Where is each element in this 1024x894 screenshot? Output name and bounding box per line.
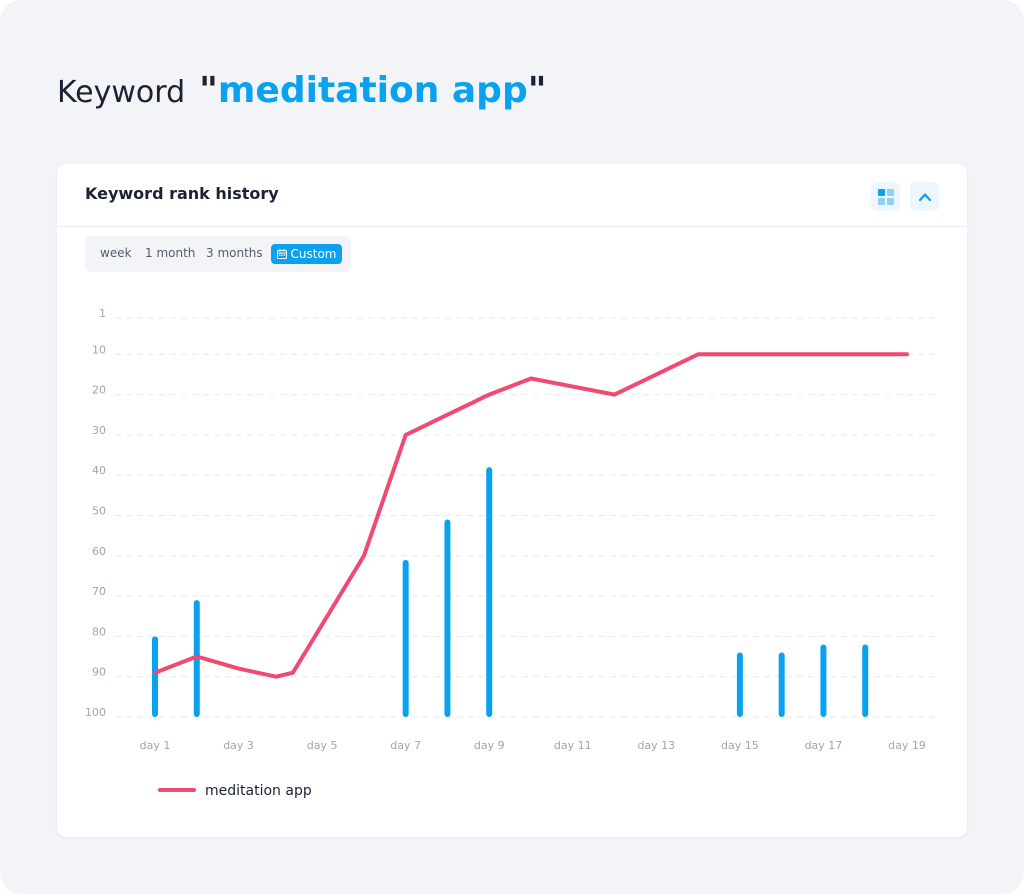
y-tick-label: 1: [99, 307, 106, 320]
heading-keyword: "meditation app": [199, 70, 546, 111]
range-3-months[interactable]: 3 months: [206, 246, 263, 260]
chevron-up-icon: [918, 192, 931, 201]
calendar-icon: [276, 249, 287, 259]
rank-bar: [820, 644, 827, 717]
close-quote: ": [527, 70, 547, 111]
rank-bar: [152, 636, 158, 717]
open-quote: ": [199, 70, 218, 111]
range-custom-label: Custom: [290, 247, 337, 261]
x-tick-label: day 13: [637, 739, 675, 752]
x-tick-label: day 9: [474, 739, 505, 752]
y-tick-label: 90: [92, 666, 106, 679]
keyword-term: meditation app: [217, 70, 528, 111]
date-range-selector: week 1 month 3 months Custom: [85, 236, 351, 272]
y-tick-label: 40: [92, 464, 106, 477]
x-tick-label: day 1: [140, 739, 171, 752]
y-tick-label: 60: [92, 545, 106, 558]
rank-bar: [444, 519, 451, 717]
collapse-button[interactable]: [910, 182, 939, 211]
y-tick-label: 70: [92, 585, 106, 598]
x-tick-label: day 3: [223, 739, 254, 752]
grid-view-button[interactable]: [871, 182, 900, 211]
y-tick-label: 50: [92, 504, 106, 517]
x-tick-label: day 7: [390, 739, 421, 752]
x-tick-label: day 15: [721, 739, 759, 752]
rank-bar: [778, 652, 785, 717]
rank-bar: [402, 559, 409, 717]
rank-bar: [862, 644, 869, 717]
rank-history-card: Keyword rank history week 1 month 3 mont…: [57, 164, 967, 837]
x-tick-label: day 5: [307, 739, 338, 752]
heading-prefix: Keyword: [57, 75, 186, 110]
rank-line: [153, 352, 909, 679]
card-title: Keyword rank history: [85, 184, 279, 203]
y-tick-label: 30: [92, 424, 106, 437]
keyword-heading: Keyword "meditation app": [57, 70, 547, 120]
grid-view-icon: [877, 188, 894, 205]
y-tick-label: 10: [92, 343, 106, 356]
range-1-month[interactable]: 1 month: [145, 246, 196, 260]
range-week[interactable]: week: [100, 246, 132, 260]
x-tick-label: day 17: [805, 739, 843, 752]
range-custom[interactable]: Custom: [271, 244, 342, 264]
y-tick-label: 100: [85, 706, 106, 719]
x-tick-label: day 11: [554, 739, 592, 752]
rank-bar: [486, 467, 493, 717]
legend-label: meditation app: [205, 783, 312, 799]
y-tick-label: 20: [92, 384, 106, 397]
x-tick-label: day 19: [888, 739, 926, 752]
card-header: Keyword rank history: [57, 164, 967, 227]
y-tick-label: 80: [92, 625, 106, 638]
rank-bar: [736, 652, 743, 717]
